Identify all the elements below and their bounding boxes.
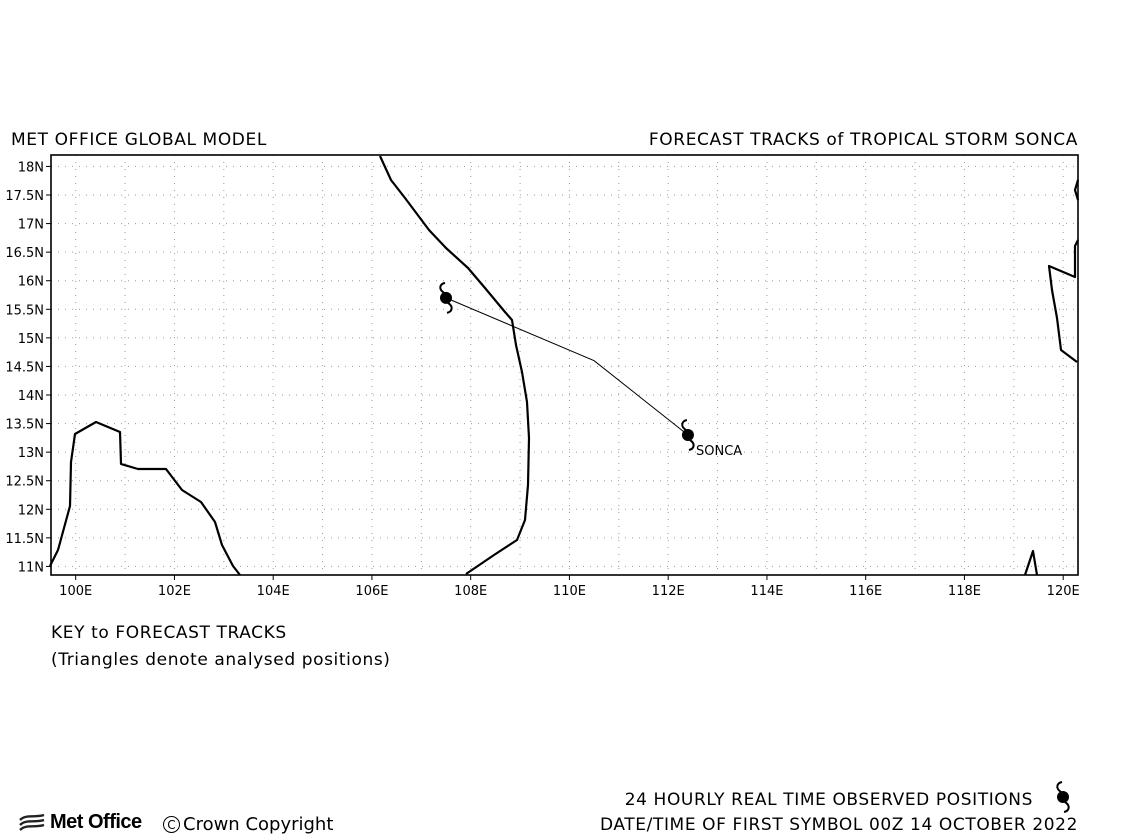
palawan-coastline: [1023, 549, 1039, 576]
latitude-labels: 18N 17.5N 17N 16.5N 16N 15.5N 15N 14.5N 14N 13.5N…: [5, 160, 44, 575]
lon-label: 114E: [750, 584, 783, 599]
lat-label: 17.5N: [5, 189, 44, 204]
observed-positions-label: 24 HOURLY REAL TIME OBSERVED POSITIONS: [624, 790, 1033, 810]
lat-label: 15.5N: [5, 303, 44, 318]
copyright-notice: C Crown Copyright: [163, 814, 333, 835]
lat-label: 14N: [18, 389, 44, 404]
storm-name-label: SONCA: [696, 444, 742, 459]
first-symbol-datetime: DATE/TIME OF FIRST SYMBOL 00Z 14 OCTOBER…: [600, 815, 1078, 835]
luzon-coastline-north: [1073, 179, 1080, 201]
met-office-logo: Met Office: [18, 811, 142, 834]
lat-label: 18N: [18, 160, 44, 175]
lon-label: 110E: [553, 584, 586, 599]
lat-label: 13N: [18, 446, 44, 461]
map-frame: [50, 154, 1079, 576]
key-note: (Triangles denote analysed positions): [51, 650, 391, 670]
storm-symbols: [439, 281, 695, 451]
lat-label: 16N: [18, 275, 44, 290]
forecast-title: FORECAST TRACKS of TROPICAL STORM SONCA: [648, 130, 1078, 150]
lon-label: 102E: [158, 584, 191, 599]
lon-label: 112E: [652, 584, 685, 599]
lon-label: 104E: [257, 584, 290, 599]
copyright-icon: C: [163, 816, 180, 833]
lat-label: 12.5N: [5, 475, 44, 490]
key-title: KEY to FORECAST TRACKS: [51, 623, 287, 643]
forecast-track-line: [445, 297, 689, 436]
vietnam-coastline: [379, 155, 531, 575]
lat-label: 14.5N: [5, 360, 44, 375]
lon-label: 100E: [59, 584, 92, 599]
longitude-labels: 100E 102E 104E 106E 108E 110E 112E 114E 116E 118E…: [59, 584, 1080, 599]
met-office-logo-icon: [19, 813, 45, 831]
luzon-coastline: [1047, 239, 1079, 363]
lon-label: 116E: [849, 584, 882, 599]
lat-label: 16.5N: [5, 246, 44, 261]
lat-label: 15N: [18, 332, 44, 347]
model-title: MET OFFICE GLOBAL MODEL: [11, 130, 267, 150]
lon-label: 108E: [454, 584, 487, 599]
lat-label: 13.5N: [5, 418, 44, 433]
lat-label: 11N: [18, 560, 44, 575]
lat-label: 17N: [18, 218, 44, 233]
storm-position-icon: [439, 281, 453, 314]
legend-storm-icon: [1056, 781, 1070, 813]
storm-position-icon: [681, 419, 695, 451]
coastline: [49, 155, 1080, 576]
lat-label: 11.5N: [5, 532, 44, 547]
copyright-text: Crown Copyright: [183, 814, 334, 835]
map-grid: [46, 155, 1078, 580]
met-office-logo-text: Met Office: [50, 811, 142, 833]
lon-label: 118E: [948, 584, 981, 599]
lon-label: 120E: [1047, 584, 1080, 599]
lon-label: 106E: [355, 584, 388, 599]
lat-label: 12N: [18, 503, 44, 518]
cambodia-coastline: [49, 420, 241, 576]
